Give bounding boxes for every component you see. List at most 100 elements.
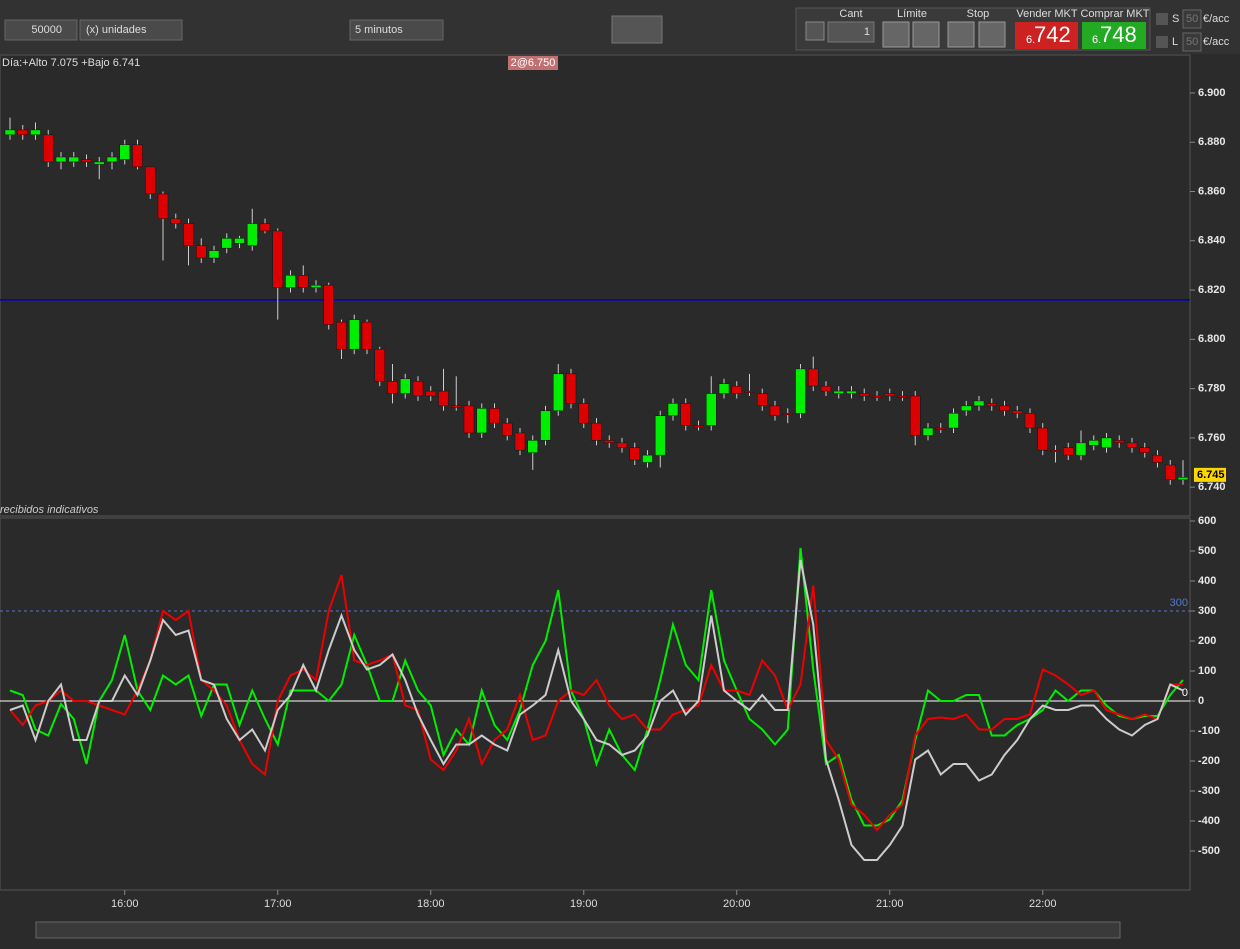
candle-body xyxy=(680,403,691,426)
last-price-box xyxy=(1194,467,1226,482)
l-unit: €/acc xyxy=(1203,36,1230,48)
tool-button[interactable] xyxy=(611,15,663,44)
candle-body xyxy=(514,432,526,451)
buy-price: 748 xyxy=(1100,22,1137,47)
y-tick-label: -500 xyxy=(1198,845,1220,857)
candle-body xyxy=(731,385,742,394)
timeframe-select[interactable] xyxy=(349,19,444,41)
oscillator-line xyxy=(9,547,1184,827)
buy-button[interactable] xyxy=(1082,22,1146,49)
x-tick-label: 21:00 xyxy=(876,898,904,910)
candle-body xyxy=(718,383,730,394)
candle-body xyxy=(591,422,602,441)
s-checkbox[interactable] xyxy=(1156,13,1168,25)
stop-sell-button[interactable] xyxy=(978,21,1006,48)
candle-body xyxy=(323,284,334,325)
candle-body xyxy=(285,275,296,288)
candle-body xyxy=(540,410,551,441)
candle-body xyxy=(706,393,717,426)
scrollbar[interactable] xyxy=(35,921,1121,939)
candle-body xyxy=(1177,477,1189,481)
l-input[interactable] xyxy=(1182,32,1202,52)
buy-prefix: 6. xyxy=(1092,34,1101,46)
candle-body xyxy=(489,408,500,424)
x-tick-label: 19:00 xyxy=(570,898,598,910)
candle-body xyxy=(578,403,589,424)
candle-body xyxy=(132,144,143,168)
candle-body xyxy=(986,403,997,407)
y-tick-label: 400 xyxy=(1198,575,1216,587)
limit-buy-button[interactable] xyxy=(882,21,910,48)
units: (x) unidades xyxy=(86,24,147,36)
candle-body xyxy=(527,440,538,453)
sell-prefix: 6. xyxy=(1026,34,1035,46)
candle-body xyxy=(374,348,385,382)
candle-body xyxy=(1114,440,1125,444)
sell-price: 742 xyxy=(1034,22,1071,47)
candle-body xyxy=(553,373,564,412)
cant-input[interactable] xyxy=(827,21,875,43)
candle-body xyxy=(30,129,41,136)
candle-body xyxy=(1024,413,1036,429)
price-panel xyxy=(0,54,1191,517)
quantity-input[interactable] xyxy=(4,19,78,41)
candle-body xyxy=(871,395,883,398)
candle-body xyxy=(476,408,487,434)
stop-label: Stop xyxy=(967,8,990,20)
y-tick-label: -400 xyxy=(1198,815,1220,827)
candle-body xyxy=(106,156,118,163)
candle-body xyxy=(94,161,105,165)
candle-body xyxy=(757,393,768,407)
candle-body xyxy=(604,440,615,444)
settings-button[interactable] xyxy=(805,21,825,41)
candle-body xyxy=(4,129,16,136)
y-tick-label: 100 xyxy=(1198,665,1216,677)
y-tick-label: 6.800 xyxy=(1198,333,1226,345)
candle-body xyxy=(884,393,895,397)
candle-body xyxy=(119,144,130,160)
oscillator-line xyxy=(9,559,1184,861)
units-select[interactable] xyxy=(79,19,183,41)
candle-body xyxy=(961,405,972,412)
candle-body xyxy=(310,284,322,288)
candle-body xyxy=(272,230,283,288)
y-tick-label: 600 xyxy=(1198,515,1216,527)
y-tick-label: 0 xyxy=(1198,695,1204,707)
buy-label: Comprar MKT xyxy=(1080,8,1149,20)
candle-body xyxy=(81,159,92,163)
candle-body xyxy=(859,393,870,397)
y-tick-label: 6.840 xyxy=(1198,235,1226,247)
s-input[interactable] xyxy=(1182,9,1202,29)
candle-body xyxy=(922,427,934,436)
candle-body xyxy=(196,245,207,259)
stop-buy-button[interactable] xyxy=(947,21,975,48)
candle-body xyxy=(948,413,959,429)
subtitle: Día:+Alto 7.075 +Bajo 6.741 xyxy=(2,57,140,69)
x-tick-label: 16:00 xyxy=(111,898,139,910)
oscillator-line xyxy=(9,574,1183,832)
zoom-tools[interactable] xyxy=(1130,920,1234,940)
y-tick-label: 6.900 xyxy=(1198,87,1226,99)
reference-label: 0 xyxy=(1182,687,1188,699)
candle-body xyxy=(782,413,793,416)
candle-body xyxy=(693,425,704,428)
candle-body xyxy=(412,380,424,397)
candle-body xyxy=(1139,447,1150,453)
limit-sell-button[interactable] xyxy=(912,21,940,48)
candle-body xyxy=(616,442,628,448)
candle-body xyxy=(1063,447,1074,456)
candle-body xyxy=(1152,454,1163,463)
y-tick-label: 6.860 xyxy=(1198,185,1226,197)
l-checkbox[interactable] xyxy=(1156,36,1168,48)
candle-body xyxy=(502,422,513,436)
reference-label: 300 xyxy=(1170,597,1188,609)
candle-body xyxy=(795,368,806,414)
candle-body xyxy=(1012,410,1023,414)
timeframe: 5 minutos xyxy=(355,24,403,36)
y-tick-label: 6.740 xyxy=(1198,481,1226,493)
sell-button[interactable] xyxy=(1015,22,1078,49)
candle-body xyxy=(208,250,220,259)
candle-body xyxy=(400,378,411,394)
candle-body xyxy=(820,385,832,392)
